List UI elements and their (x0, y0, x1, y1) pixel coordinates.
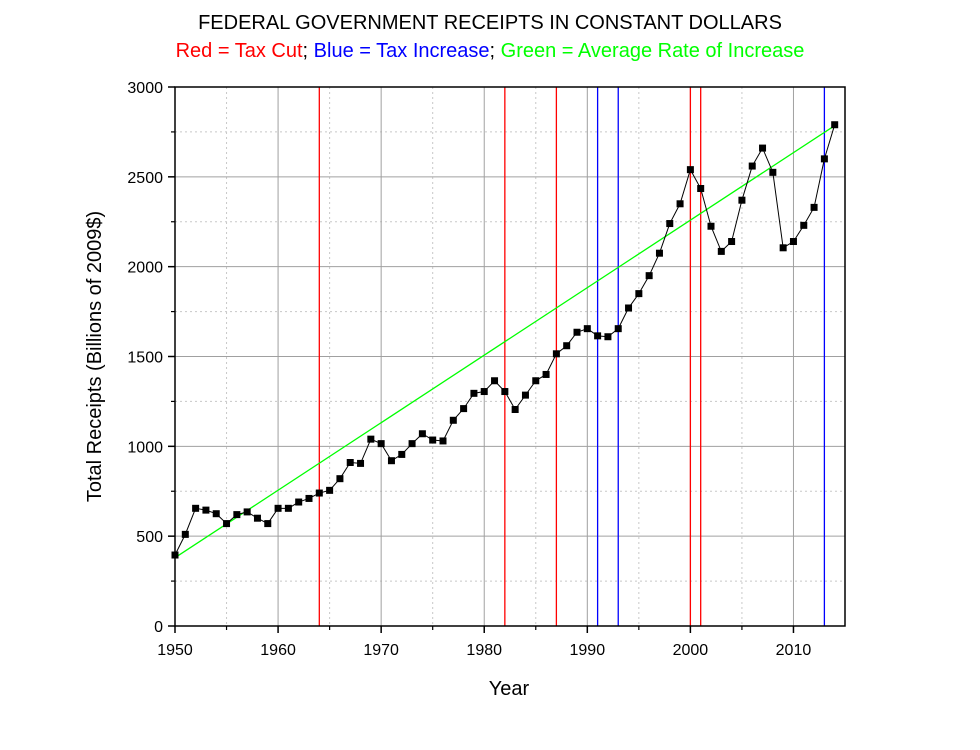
chart-title: FEDERAL GOVERNMENT RECEIPTS IN CONSTANT … (198, 12, 782, 34)
data-point (542, 370, 550, 378)
data-point (655, 249, 663, 257)
subtitle-part: Green = Average Rate of Increase (500, 40, 805, 62)
data-point (449, 416, 457, 424)
data-point (666, 220, 674, 228)
data-point (223, 520, 231, 528)
data-point (501, 388, 509, 396)
data-point (625, 304, 633, 312)
data-point (738, 196, 746, 204)
data-point (511, 406, 519, 414)
data-point (181, 530, 189, 538)
data-point (387, 457, 395, 465)
x-tick-label: 1960 (260, 642, 296, 659)
y-tick-label: 500 (136, 529, 163, 546)
x-axis-label: Year (489, 678, 530, 700)
data-point (315, 489, 323, 497)
subtitle-part: Blue = Tax Increase (313, 40, 490, 62)
data-point (367, 435, 375, 443)
x-tick-label: 2000 (673, 642, 709, 659)
data-point (398, 450, 406, 458)
data-point (274, 504, 282, 512)
data-point (728, 238, 736, 246)
data-point (583, 325, 591, 333)
y-tick-label: 3000 (127, 80, 163, 97)
trend-line (174, 125, 836, 559)
data-point (635, 290, 643, 298)
data-point (264, 520, 272, 528)
data-point (717, 247, 725, 255)
data-point (769, 168, 777, 176)
chart-subtitle: Red = Tax Cut; Blue = Tax Increase; Gree… (0, 40, 980, 63)
data-point (563, 342, 571, 350)
data-point (697, 185, 705, 193)
data-point (831, 121, 839, 129)
data-point (326, 486, 334, 494)
subtitle-part: ; (489, 40, 501, 62)
data-point (439, 437, 447, 445)
data-point (552, 350, 560, 358)
y-tick-label: 2000 (127, 260, 163, 277)
data-point (810, 203, 818, 211)
data-point (284, 504, 292, 512)
data-point (202, 506, 210, 514)
data-point (243, 508, 251, 516)
y-tick-label: 0 (154, 619, 163, 636)
data-point (212, 510, 220, 518)
data-point (192, 504, 200, 512)
data-point (377, 440, 385, 448)
data-point (305, 494, 313, 502)
data-point (295, 498, 303, 506)
data-point (676, 200, 684, 208)
y-axis-label: Total Receipts (Billions of 2009$) (84, 211, 106, 502)
y-tick-label: 2500 (127, 170, 163, 187)
y-tick-label: 1000 (127, 439, 163, 456)
data-point (779, 244, 787, 252)
data-point (800, 221, 808, 229)
data-point (480, 388, 488, 396)
data-point (408, 440, 416, 448)
data-point (645, 272, 653, 280)
data-point (707, 222, 715, 230)
x-tick-label: 1980 (466, 642, 502, 659)
subtitle-part: ; (302, 40, 314, 62)
data-point (336, 475, 344, 483)
data-point (532, 377, 540, 385)
data-point (573, 328, 581, 336)
data-point (759, 144, 767, 152)
data-point (491, 377, 499, 385)
data-point (748, 162, 756, 170)
data-point (346, 459, 354, 467)
x-tick-label: 1950 (157, 642, 193, 659)
data-point (460, 405, 468, 413)
subtitle-part: Red = Tax Cut (175, 40, 303, 62)
data-point (233, 511, 241, 519)
data-point (789, 238, 797, 246)
data-point (594, 332, 602, 340)
data-point (429, 436, 437, 444)
data-point (820, 155, 828, 163)
data-point (614, 325, 622, 333)
data-point (253, 514, 261, 522)
x-tick-label: 2010 (776, 642, 812, 659)
data-point (604, 333, 612, 341)
data-point (521, 391, 529, 399)
data-point (470, 389, 478, 397)
x-tick-label: 1990 (570, 642, 606, 659)
data-point (357, 459, 365, 467)
y-tick-label: 1500 (127, 350, 163, 367)
data-point (686, 166, 694, 174)
data-point (418, 430, 426, 438)
x-tick-label: 1970 (363, 642, 399, 659)
